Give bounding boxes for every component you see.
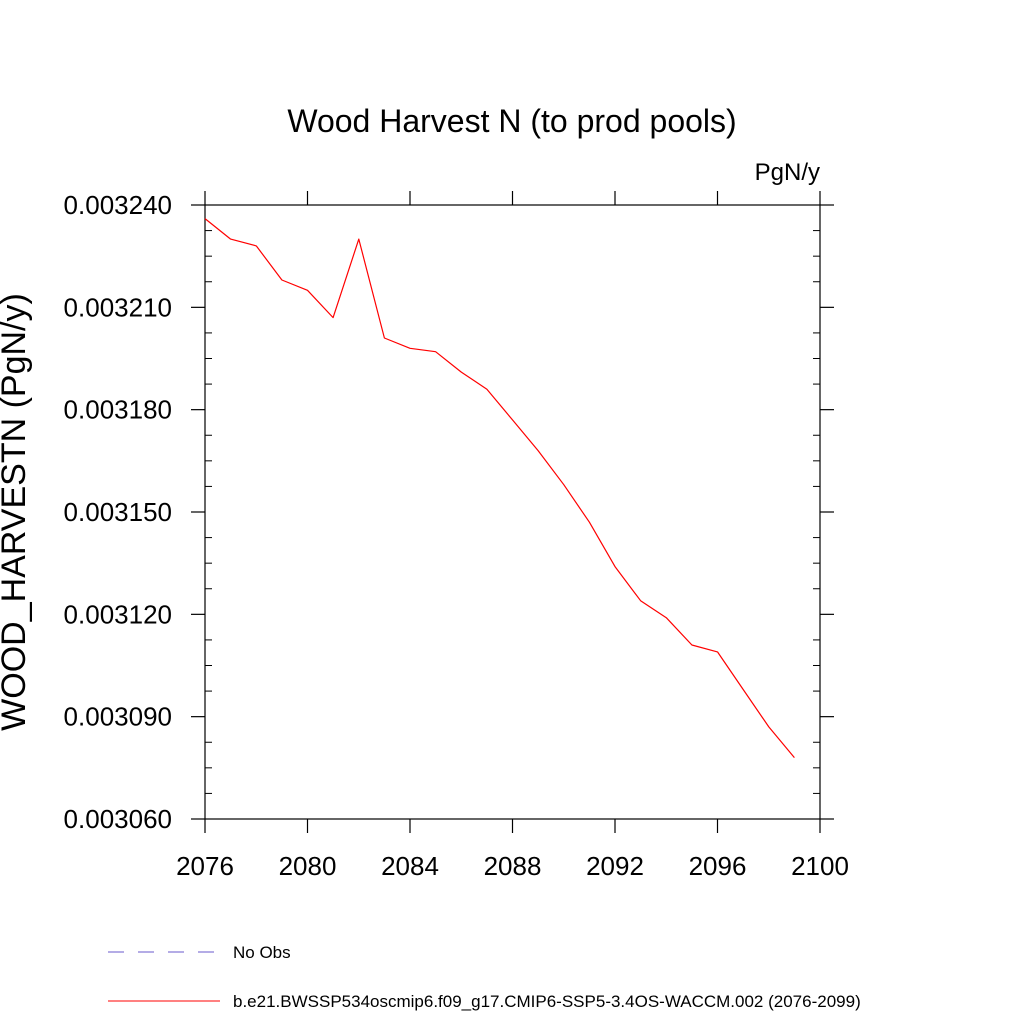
legend: No Obs b.e21.BWSSP534oscmip6.f09_g17.CMIP… [108, 943, 861, 1011]
x-tick-labels: 2076 2080 2084 2088 2092 2096 2100 [176, 851, 849, 881]
x-tick-label: 2088 [484, 851, 542, 881]
y-tick-label: 0.003150 [64, 497, 172, 527]
y-tick-label: 0.003210 [64, 292, 172, 322]
axis-ticks [191, 191, 834, 833]
series-line [204, 218, 795, 758]
chart-title: Wood Harvest N (to prod pools) [287, 103, 736, 139]
y-axis-label: WOOD_HARVESTN (PgN/y) [0, 293, 33, 731]
x-tick-label: 2096 [689, 851, 747, 881]
y-tick-label: 0.003240 [64, 190, 172, 220]
x-tick-label: 2080 [279, 851, 337, 881]
x-tick-label: 2100 [791, 851, 849, 881]
y-tick-label: 0.003060 [64, 804, 172, 834]
y-tick-labels: 0.003060 0.003090 0.003120 0.003150 0.003180… [64, 190, 172, 834]
y-tick-label: 0.003090 [64, 702, 172, 732]
series-lines [204, 218, 795, 758]
legend-label: b.e21.BWSSP534oscmip6.f09_g17.CMIP6-SSP5… [233, 992, 861, 1011]
y-tick-label: 0.003120 [64, 599, 172, 629]
x-tick-label: 2076 [176, 851, 234, 881]
legend-label: No Obs [233, 943, 291, 962]
plot-frame [204, 204, 821, 820]
x-tick-label: 2092 [586, 851, 644, 881]
units-label: PgN/y [755, 159, 820, 186]
y-tick-label: 0.003180 [64, 395, 172, 425]
x-tick-label: 2084 [381, 851, 439, 881]
